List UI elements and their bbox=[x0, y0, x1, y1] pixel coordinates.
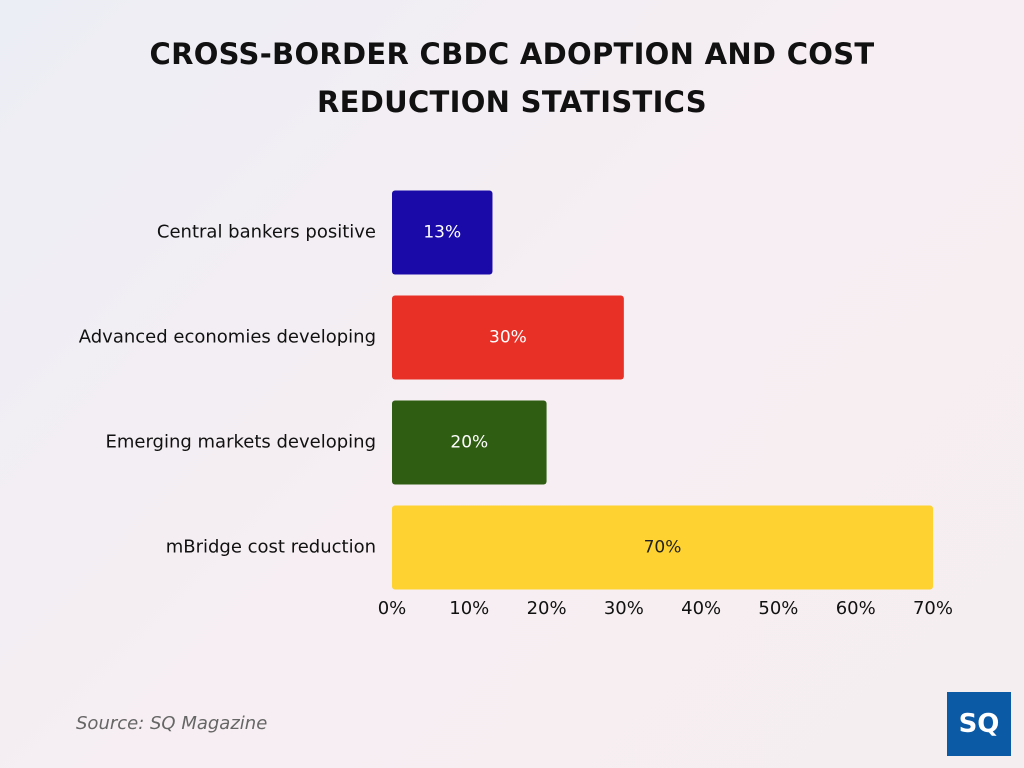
x-tick-label: 60% bbox=[836, 598, 876, 619]
value-label: 20% bbox=[450, 433, 488, 453]
bar bbox=[392, 400, 547, 485]
x-tick-label: 40% bbox=[681, 598, 721, 619]
logo: SQ bbox=[947, 692, 1011, 756]
source-note: Source: SQ Magazine bbox=[76, 713, 268, 734]
y-tick-label: Advanced economies developing bbox=[79, 327, 376, 348]
x-tick-label: 10% bbox=[449, 598, 489, 619]
y-tick-label: Central bankers positive bbox=[157, 222, 376, 243]
value-label: 30% bbox=[489, 328, 527, 348]
x-tick-label: 0% bbox=[378, 598, 407, 619]
bar bbox=[392, 190, 493, 275]
x-tick-label: 30% bbox=[604, 598, 644, 619]
y-tick-label: mBridge cost reduction bbox=[166, 537, 376, 558]
bar bbox=[392, 295, 624, 380]
chart-title: CROSS-BORDER CBDC ADOPTION AND COST REDU… bbox=[149, 37, 875, 119]
bar bbox=[392, 505, 933, 590]
x-tick-label: 50% bbox=[758, 598, 798, 619]
chart: 0% 10% 20% 30% 40% 50% 60% 70% Central bankers p… bbox=[79, 190, 953, 619]
value-label: 13% bbox=[423, 223, 461, 243]
value-label: 70% bbox=[644, 538, 682, 558]
x-tick-label: 70% bbox=[913, 598, 953, 619]
x-tick-label: 20% bbox=[527, 598, 567, 619]
y-tick-label: Emerging markets developing bbox=[105, 432, 376, 453]
